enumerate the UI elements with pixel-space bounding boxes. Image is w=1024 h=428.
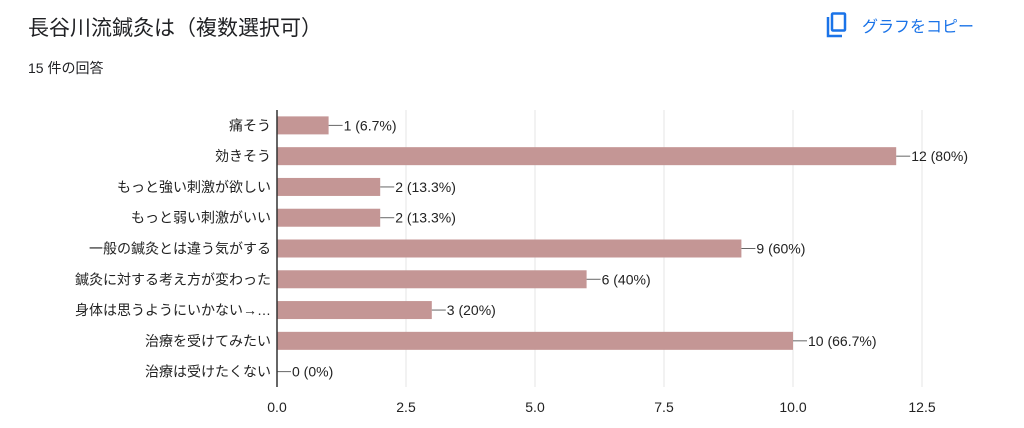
category-label: もっと弱い刺激がいい	[131, 210, 271, 226]
data-label: 10 (66.7%)	[808, 333, 876, 349]
x-tick-label: 2.5	[396, 399, 416, 415]
x-tick-label: 0.0	[267, 399, 287, 415]
data-label: 0 (0%)	[292, 364, 333, 380]
category-label: 治療を受けてみたい	[145, 333, 271, 349]
category-label: 治療は受けたくない	[145, 364, 271, 380]
response-count: 15 件の回答	[28, 60, 104, 76]
bar	[277, 270, 587, 289]
category-label: 身体は思うようにいかない→…	[75, 302, 271, 318]
bar	[277, 116, 329, 135]
copy-icon	[826, 12, 847, 38]
data-label: 6 (40%)	[602, 271, 651, 287]
x-tick-label: 7.5	[654, 399, 674, 415]
data-label: 9 (60%)	[756, 241, 805, 257]
bar	[277, 331, 793, 350]
x-tick-label: 12.5	[908, 399, 935, 415]
bar	[277, 301, 432, 320]
bar	[277, 177, 381, 196]
bar	[277, 239, 742, 258]
category-label: 鍼灸に対する考え方が変わった	[75, 271, 271, 287]
x-tick-label: 5.0	[525, 399, 545, 415]
category-label: 一般の鍼灸とは違う気がする	[89, 241, 271, 257]
copy-chart-label: グラフをコピー	[862, 19, 975, 36]
bar	[277, 208, 381, 227]
x-tick-label: 10.0	[779, 399, 806, 415]
copy-chart-button[interactable]: グラフをコピー	[826, 12, 974, 38]
chart-title: 長谷川流鍼灸は（複数選択可）	[28, 17, 322, 40]
data-label: 12 (80%)	[911, 148, 968, 164]
bar	[277, 147, 897, 166]
category-label: 効きそう	[215, 148, 271, 164]
data-label: 2 (13.3%)	[395, 210, 456, 226]
category-label: もっと強い刺激が欲しい	[117, 179, 271, 195]
data-label: 3 (20%)	[447, 302, 496, 318]
data-label: 2 (13.3%)	[395, 179, 456, 195]
data-label: 1 (6.7%)	[344, 117, 397, 133]
category-label: 痛そう	[229, 117, 271, 133]
